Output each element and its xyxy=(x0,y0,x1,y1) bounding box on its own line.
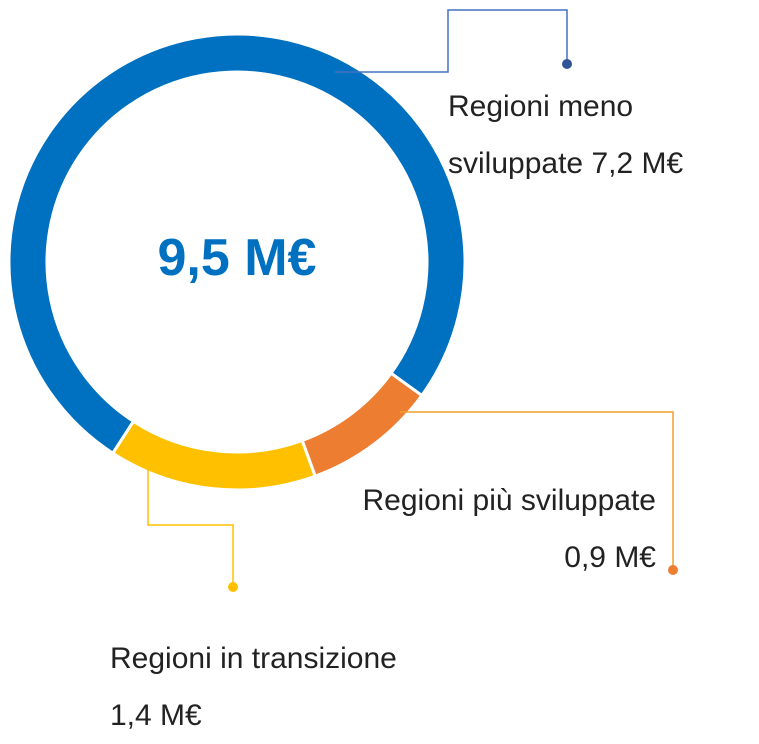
center-label: 9,5 M€ xyxy=(157,229,317,287)
segment xyxy=(7,32,467,456)
segment xyxy=(110,419,318,492)
leader-dot xyxy=(228,582,238,592)
segments xyxy=(7,32,467,492)
segment-label: Regioni meno sviluppate 7,2 M€ xyxy=(448,78,748,192)
category: Regioni più sviluppate xyxy=(362,484,656,517)
value-label: 7,2 M€ xyxy=(591,147,684,180)
leader-line xyxy=(147,468,234,587)
segment-label: Regioni più sviluppate 0,9 M€ xyxy=(340,472,656,586)
segment xyxy=(300,371,424,479)
page: 9,5 M€ Regioni meno sviluppate 7,2 M€ Re… xyxy=(7,9,748,732)
value-label: 1,4 M€ xyxy=(110,699,202,732)
category: Regioni in transizione xyxy=(110,642,397,675)
leader-dot xyxy=(668,565,678,575)
leader-dot xyxy=(562,59,572,69)
leader-line xyxy=(400,411,674,570)
value-label: 0,9 M€ xyxy=(564,541,656,574)
segment-label: Regioni in transizione 1,4 M€ xyxy=(110,630,410,744)
leader-line xyxy=(335,9,568,73)
category: Regioni meno sviluppate xyxy=(448,90,634,180)
chart xyxy=(7,9,678,592)
